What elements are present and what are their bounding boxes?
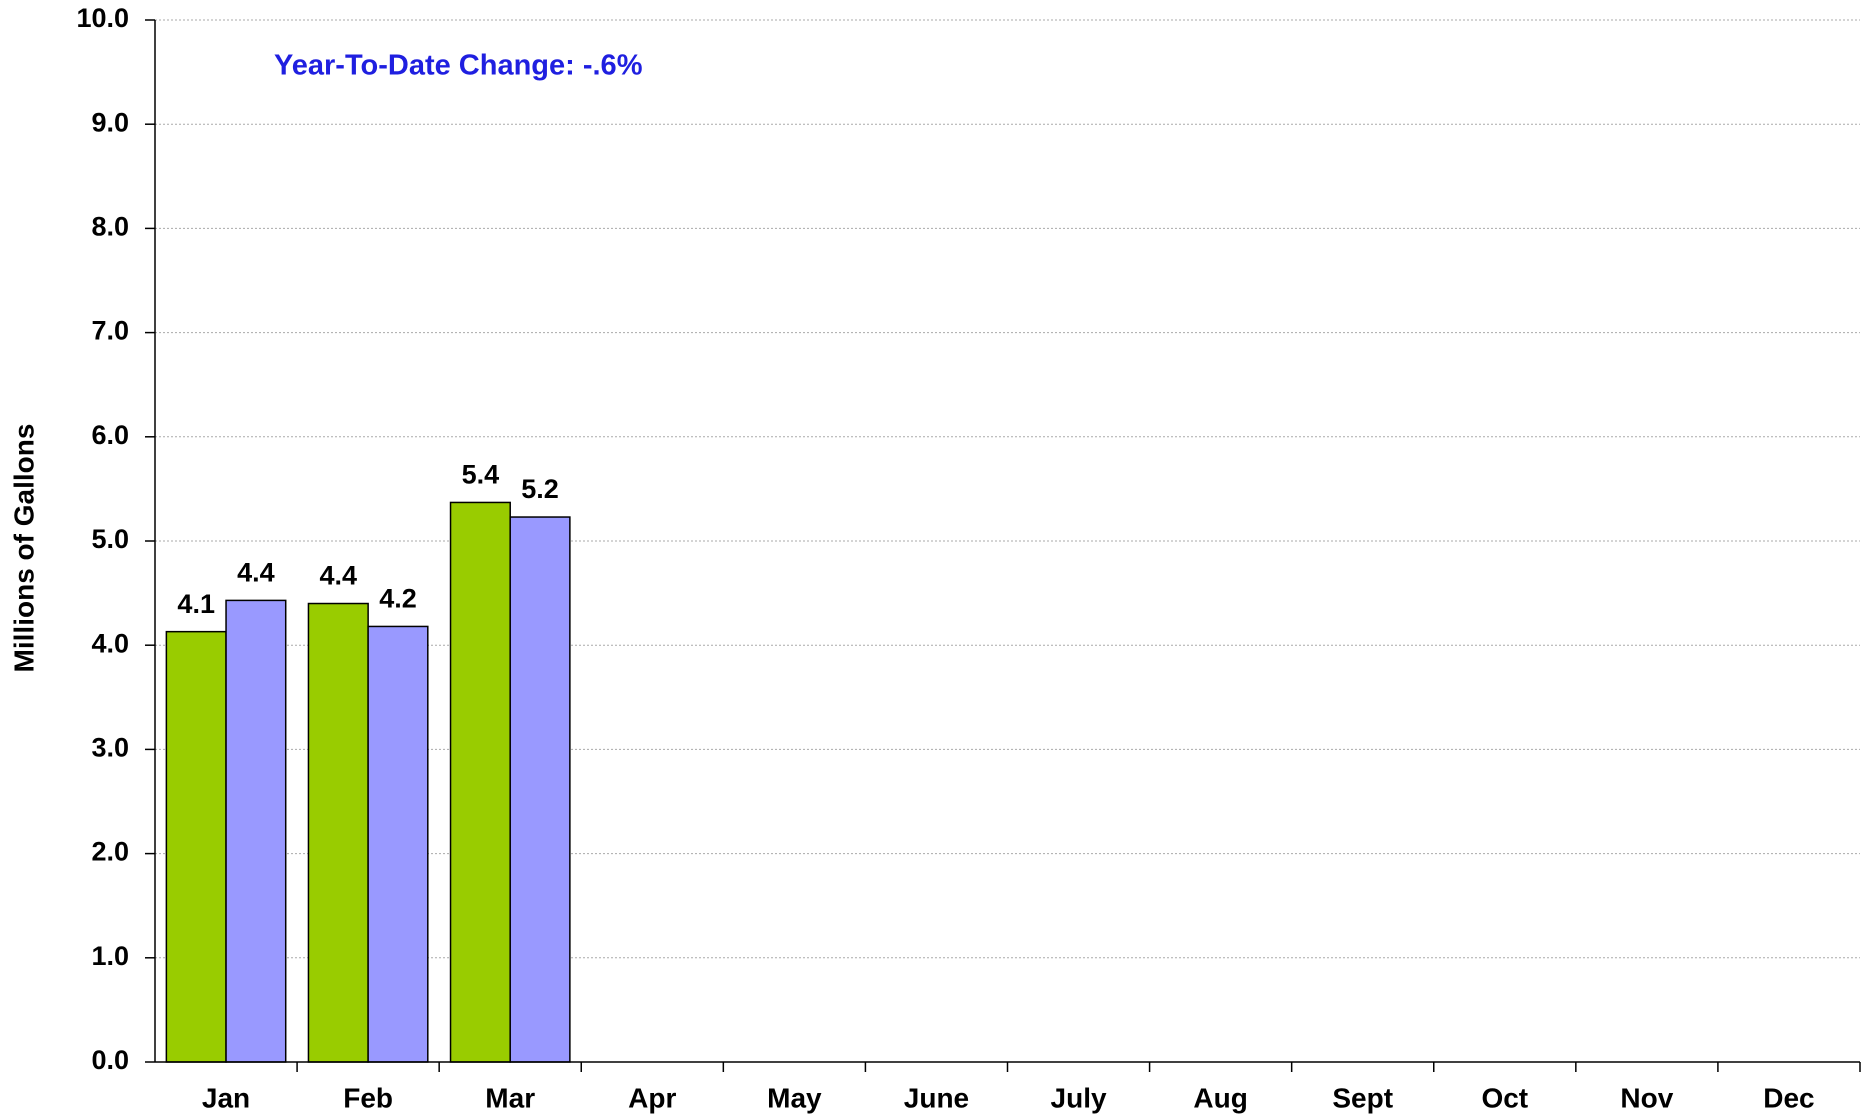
data-label: 4.4 <box>320 561 358 591</box>
y-tick-label: 2.0 <box>91 837 129 867</box>
x-tick-label: Nov <box>1620 1082 1673 1113</box>
x-tick-label: Mar <box>485 1082 535 1113</box>
x-tick-label: July <box>1051 1082 1107 1113</box>
x-tick-label: Apr <box>628 1082 676 1113</box>
y-tick-label: 1.0 <box>91 941 129 971</box>
x-tick-label: May <box>767 1082 822 1113</box>
bar <box>165 630 227 1063</box>
bar <box>225 599 287 1063</box>
data-label: 4.4 <box>237 558 275 588</box>
y-tick-label: 3.0 <box>91 733 129 763</box>
data-label: 5.2 <box>521 474 559 504</box>
bar <box>367 625 429 1063</box>
annotation: Year-To-Date Change: -.6% <box>274 50 643 82</box>
bar <box>449 501 511 1063</box>
data-label: 4.1 <box>177 589 215 619</box>
y-tick-label: 6.0 <box>91 420 129 450</box>
bar <box>509 516 571 1063</box>
data-label: 4.2 <box>379 584 417 614</box>
y-tick-label: 7.0 <box>91 316 129 346</box>
x-tick-label: Feb <box>343 1082 393 1113</box>
y-tick-label: 10.0 <box>76 3 129 33</box>
y-tick-label: 4.0 <box>91 628 129 658</box>
x-tick-label: Dec <box>1763 1082 1814 1113</box>
x-tick-label: June <box>904 1082 969 1113</box>
data-label: 5.4 <box>462 460 500 490</box>
bar <box>307 602 369 1063</box>
y-tick-label: 0.0 <box>91 1045 129 1075</box>
x-tick-label: Jan <box>202 1082 250 1113</box>
y-tick-label: 9.0 <box>91 107 129 137</box>
y-tick-label: 8.0 <box>91 212 129 242</box>
x-tick-label: Sept <box>1332 1082 1393 1113</box>
y-axis-label: Millions of Gallons <box>8 424 39 673</box>
y-tick-label: 5.0 <box>91 524 129 554</box>
x-tick-label: Aug <box>1193 1082 1247 1113</box>
x-tick-label: Oct <box>1481 1082 1528 1113</box>
